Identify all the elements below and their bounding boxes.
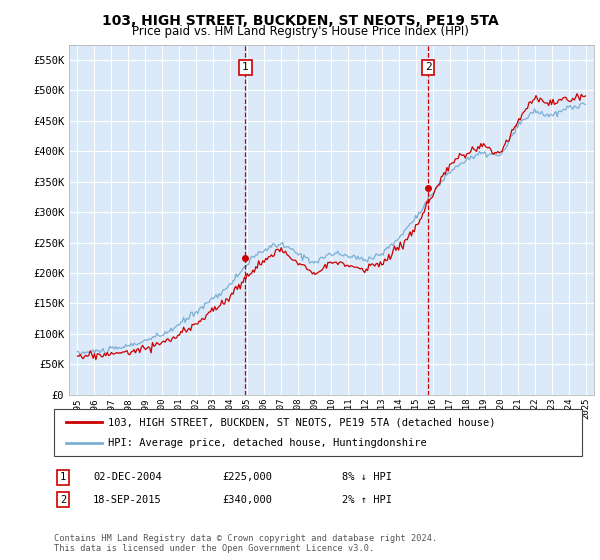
Text: 18-SEP-2015: 18-SEP-2015 — [93, 494, 162, 505]
Text: 2% ↑ HPI: 2% ↑ HPI — [342, 494, 392, 505]
Text: 103, HIGH STREET, BUCKDEN, ST NEOTS, PE19 5TA (detached house): 103, HIGH STREET, BUCKDEN, ST NEOTS, PE1… — [108, 417, 496, 427]
Text: £225,000: £225,000 — [222, 472, 272, 482]
Text: 8% ↓ HPI: 8% ↓ HPI — [342, 472, 392, 482]
Text: Contains HM Land Registry data © Crown copyright and database right 2024.
This d: Contains HM Land Registry data © Crown c… — [54, 534, 437, 553]
Text: 1: 1 — [242, 62, 249, 72]
Text: 1: 1 — [60, 472, 66, 482]
Text: 02-DEC-2004: 02-DEC-2004 — [93, 472, 162, 482]
Text: 2: 2 — [60, 494, 66, 505]
Text: 103, HIGH STREET, BUCKDEN, ST NEOTS, PE19 5TA: 103, HIGH STREET, BUCKDEN, ST NEOTS, PE1… — [101, 14, 499, 28]
Text: £340,000: £340,000 — [222, 494, 272, 505]
Text: HPI: Average price, detached house, Huntingdonshire: HPI: Average price, detached house, Hunt… — [108, 438, 427, 448]
Text: Price paid vs. HM Land Registry's House Price Index (HPI): Price paid vs. HM Land Registry's House … — [131, 25, 469, 38]
Text: 2: 2 — [425, 62, 431, 72]
